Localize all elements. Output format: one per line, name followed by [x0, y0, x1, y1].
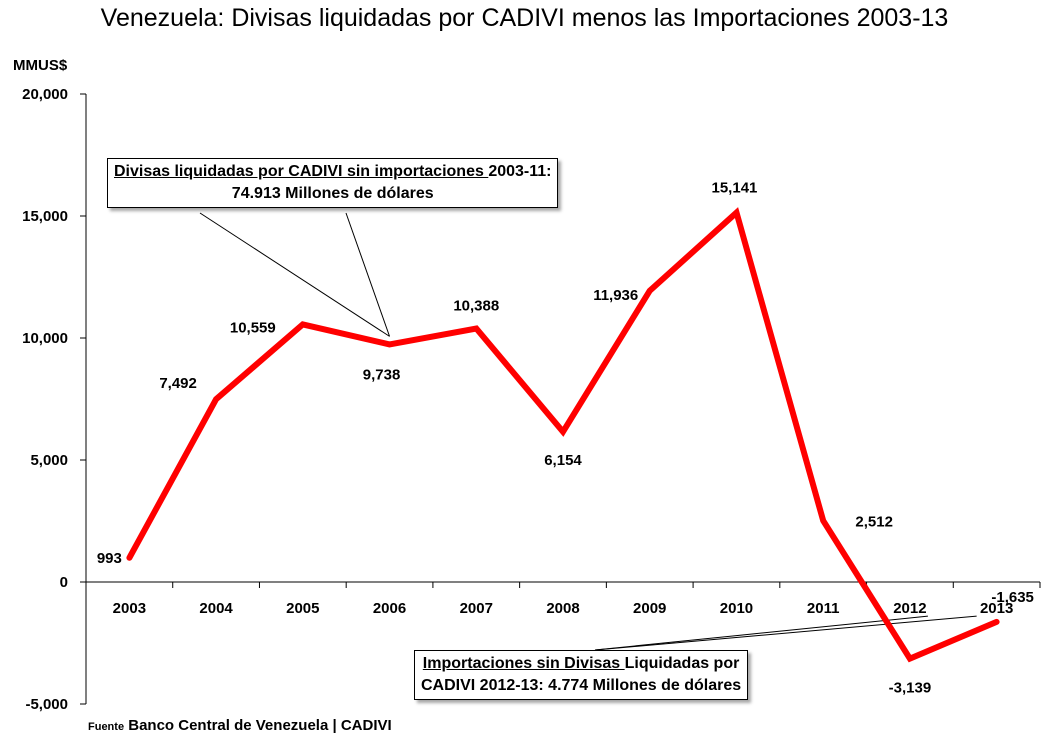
x-tick-label: 2008 [546, 600, 579, 617]
source-note: Fuente Banco Central de Venezuela | CADI… [88, 717, 392, 734]
source-text: Banco Central de Venezuela | CADIVI [124, 717, 392, 734]
callout-line [594, 615, 977, 651]
annotation-top: Divisas liquidadas por CADIVI sin import… [107, 158, 559, 208]
y-axis-ticks: -5,000 0 5,000 10,000 15,000 20,000 [22, 86, 86, 713]
data-label: 9,738 [363, 366, 401, 383]
annotation-bottom-line2: CADIVI 2012-13: 4.774 Millones de dólare… [421, 677, 742, 694]
x-tick-label: 2012 [893, 600, 926, 617]
data-label: -3,139 [889, 680, 932, 697]
callout-line [345, 212, 391, 337]
data-label: -1,635 [991, 589, 1034, 606]
data-label: 10,559 [230, 319, 276, 336]
data-label: 2,512 [855, 514, 893, 531]
x-tick-label: 2003 [113, 600, 146, 617]
source-prefix: Fuente [88, 721, 125, 733]
x-tick-label: 2010 [720, 600, 753, 617]
x-tick-label: 2005 [286, 600, 319, 617]
x-tick-label: 2004 [199, 600, 233, 617]
x-tick-label: 2013 [980, 600, 1013, 617]
data-label: 7,492 [159, 375, 197, 392]
x-tick-label: 2009 [633, 600, 666, 617]
data-label: 15,141 [712, 180, 758, 197]
y-tick-label: 10,000 [22, 330, 68, 347]
data-label: 10,388 [453, 298, 499, 315]
x-axis-ticks: 2003 2004 2005 2006 2007 2008 2009 2010 2011 2012… [85, 582, 1041, 617]
annotation-top-underlined: Divisas liquidadas por CADIVI sin import… [114, 163, 489, 180]
y-axis-label: MMUS$ [13, 57, 68, 74]
annotation-top-line1: Divisas liquidadas por CADIVI sin import… [114, 161, 551, 183]
data-label: 993 [97, 550, 122, 567]
data-label: 11,936 [593, 287, 638, 304]
y-tick-label: -5,000 [25, 696, 68, 713]
annotation-bottom-underlined: Importaciones sin Divisas [422, 655, 625, 672]
chart-title: Venezuela: Divisas liquidadas por CADIVI… [100, 4, 949, 32]
data-label: 6,154 [544, 452, 582, 469]
series-line [126, 207, 1000, 663]
annotation-bottom-line1: Importaciones sin Divisas Liquidadas por [421, 653, 741, 675]
annotation-bottom-rest: Liquidadas por [624, 655, 740, 672]
y-tick-label: 5,000 [30, 452, 68, 469]
callout-line [594, 615, 928, 651]
annotation-top-rest: 2003-11: [488, 163, 552, 180]
callout-lines [199, 212, 977, 651]
callout-line [199, 212, 390, 337]
x-tick-label: 2011 [807, 600, 840, 617]
annotation-top-line2: 74.913 Millones de dólares [231, 185, 434, 202]
x-tick-label: 2007 [460, 600, 493, 617]
data-labels: 993 7,492 10,559 9,738 10,388 6,154 11,936 15,1… [97, 180, 1034, 697]
x-tick-label: 2006 [373, 600, 406, 617]
y-tick-label: 0 [60, 574, 68, 591]
y-tick-label: 20,000 [22, 86, 68, 103]
annotation-bottom: Importaciones sin Divisas Liquidadas por… [414, 650, 749, 700]
y-tick-label: 15,000 [22, 208, 68, 225]
